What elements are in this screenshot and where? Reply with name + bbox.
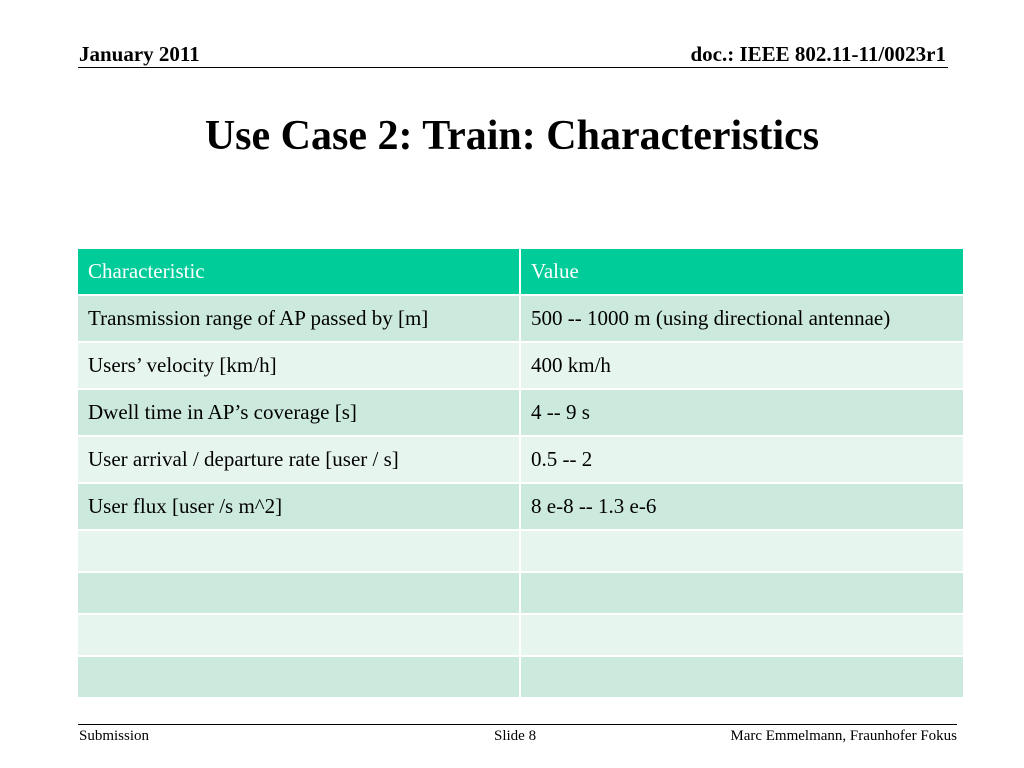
table-row: Dwell time in AP’s coverage [s] 4 -- 9 s xyxy=(76,388,965,437)
cell-characteristic xyxy=(76,571,521,615)
table-row-empty xyxy=(76,529,965,573)
cell-value: 8 e-8 -- 1.3 e-6 xyxy=(519,482,965,531)
column-header-characteristic: Characteristic xyxy=(76,247,521,296)
header-rule xyxy=(78,67,948,68)
cell-value xyxy=(519,571,965,615)
cell-characteristic: User flux [user /s m^2] xyxy=(76,482,521,531)
table-row: User arrival / departure rate [user / s]… xyxy=(76,435,965,484)
footer-author: Marc Emmelmann, Fraunhofer Fokus xyxy=(730,728,957,744)
cell-value xyxy=(519,655,965,699)
cell-characteristic xyxy=(76,529,521,573)
slide-title: Use Case 2: Train: Characteristics xyxy=(204,113,820,159)
table-row-empty xyxy=(76,655,965,699)
cell-value xyxy=(519,529,965,573)
table-row: Transmission range of AP passed by [m] 5… xyxy=(76,294,965,343)
table-header-row: Characteristic Value xyxy=(76,247,965,296)
table-row: Users’ velocity [km/h] 400 km/h xyxy=(76,341,965,390)
table-row-empty xyxy=(76,571,965,615)
footer-submission: Submission xyxy=(79,728,150,744)
header-doc-id: doc.: IEEE 802.11-11/0023r1 xyxy=(690,42,946,66)
cell-characteristic: Dwell time in AP’s coverage [s] xyxy=(76,388,521,437)
cell-characteristic: User arrival / departure rate [user / s] xyxy=(76,435,521,484)
cell-characteristic: Transmission range of AP passed by [m] xyxy=(76,294,521,343)
cell-characteristic xyxy=(76,655,521,699)
cell-characteristic xyxy=(76,613,521,657)
cell-value: 4 -- 9 s xyxy=(519,388,965,437)
header-date: January 2011 xyxy=(79,42,200,66)
footer-slide-number: Slide 8 xyxy=(494,728,537,744)
table-row-empty xyxy=(76,613,965,657)
characteristics-table: Characteristic Value Transmission range … xyxy=(76,247,965,699)
footer-rule xyxy=(78,724,957,725)
cell-value xyxy=(519,613,965,657)
cell-characteristic: Users’ velocity [km/h] xyxy=(76,341,521,390)
column-header-value: Value xyxy=(519,247,965,296)
cell-value: 400 km/h xyxy=(519,341,965,390)
table-row: User flux [user /s m^2] 8 e-8 -- 1.3 e-6 xyxy=(76,482,965,531)
cell-value: 500 -- 1000 m (using directional antenna… xyxy=(519,294,965,343)
cell-value: 0.5 -- 2 xyxy=(519,435,965,484)
